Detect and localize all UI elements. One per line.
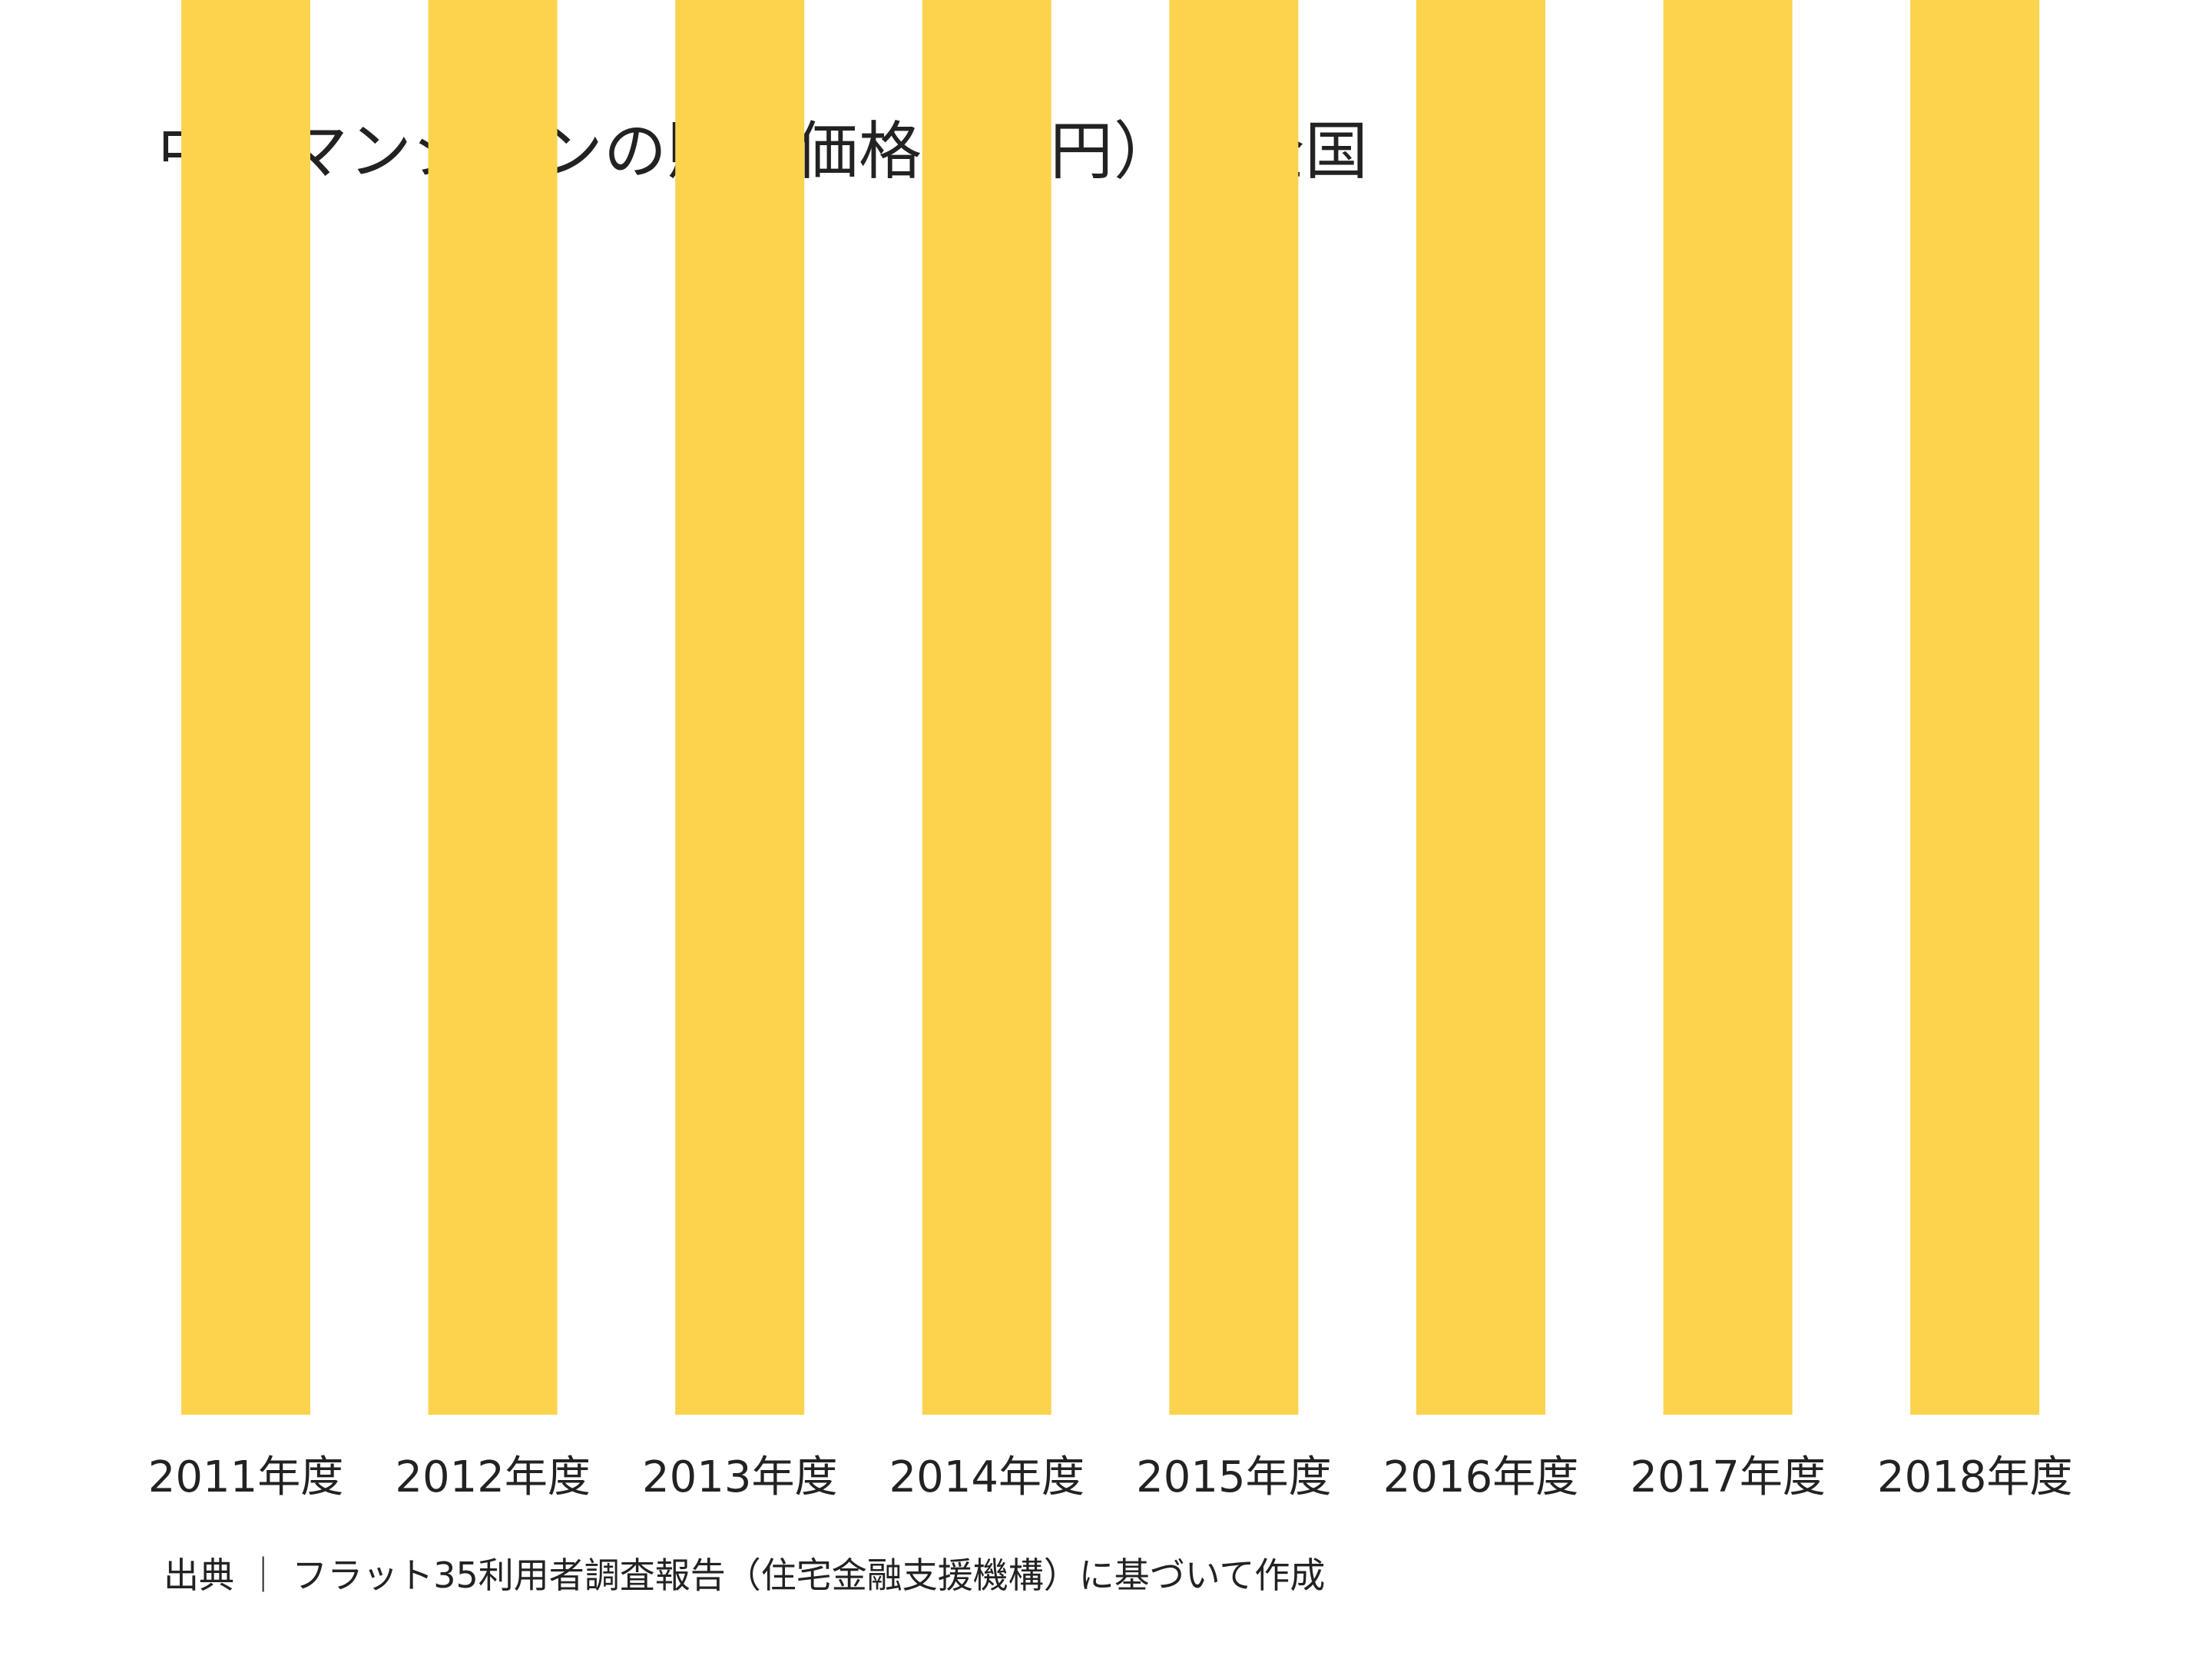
bar-2013年度 (675, 0, 805, 1415)
bars-group (181, 0, 2040, 1415)
x-tick-labels-group: 2011年度 2012年度 2013年度 2014年度 2015年度 2016年度 2017… (148, 1452, 2073, 1502)
bar-2012年度 (428, 0, 558, 1415)
x-tick-label-2012年度: 2012年度 (395, 1452, 591, 1502)
bar-2016年度 (1416, 0, 1545, 1415)
x-tick-label-2011年度: 2011年度 (148, 1452, 344, 1502)
x-tick-label-2013年度: 2013年度 (642, 1452, 838, 1502)
bar-2015年度 (1169, 0, 1299, 1415)
x-tick-label-2018年度: 2018年度 (1877, 1452, 2073, 1502)
x-tick-label-2014年度: 2014年度 (889, 1452, 1085, 1502)
x-tick-label-2017年度: 2017年度 (1630, 1452, 1826, 1502)
bar-2018年度 (1910, 0, 2040, 1415)
x-tick-label-2015年度: 2015年度 (1136, 1452, 1332, 1502)
bar-2011年度 (181, 0, 310, 1415)
source-note: 出典 ｜ フラット35利用者調査報告（住宅金融支援機構）に基づいて作成 (164, 1555, 1326, 1596)
bar-2014年度 (922, 0, 1051, 1415)
x-tick-label-2016年度: 2016年度 (1383, 1452, 1579, 1502)
bar-2017年度 (1663, 0, 1793, 1415)
